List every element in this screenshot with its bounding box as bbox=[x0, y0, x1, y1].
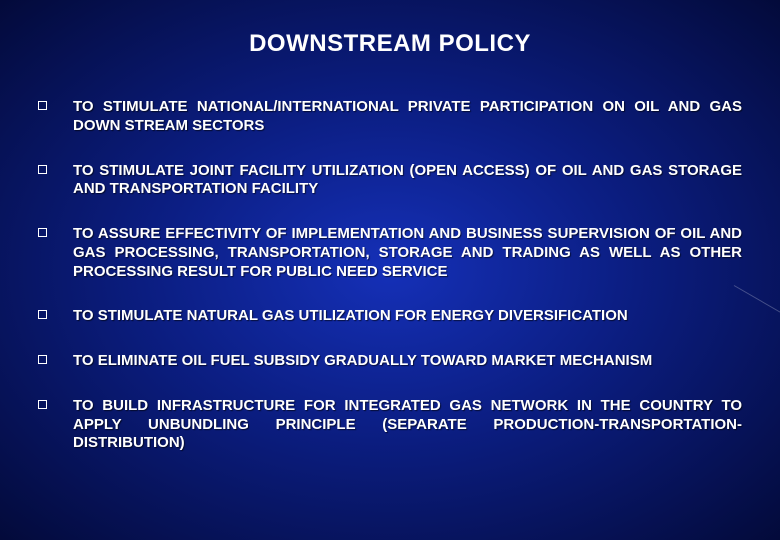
square-bullet-icon bbox=[38, 165, 47, 174]
list-item: TO STIMULATE NATIONAL/INTERNATIONAL PRIV… bbox=[38, 98, 742, 136]
square-bullet-icon bbox=[38, 400, 47, 409]
list-item: TO STIMULATE NATURAL GAS UTILIZATION FOR… bbox=[38, 307, 742, 326]
bullet-text: TO BUILD INFRASTRUCTURE FOR INTEGRATED G… bbox=[73, 397, 742, 453]
bullet-list: TO STIMULATE NATIONAL/INTERNATIONAL PRIV… bbox=[38, 98, 742, 453]
bullet-text: TO STIMULATE NATURAL GAS UTILIZATION FOR… bbox=[73, 307, 742, 326]
list-item: TO ELIMINATE OIL FUEL SUBSIDY GRADUALLY … bbox=[38, 352, 742, 371]
square-bullet-icon bbox=[38, 228, 47, 237]
square-bullet-icon bbox=[38, 355, 47, 364]
bullet-text: TO STIMULATE NATIONAL/INTERNATIONAL PRIV… bbox=[73, 98, 742, 136]
bullet-text: TO STIMULATE JOINT FACILITY UTILIZATION … bbox=[73, 162, 742, 200]
list-item: TO STIMULATE JOINT FACILITY UTILIZATION … bbox=[38, 162, 742, 200]
list-item: TO ASSURE EFFECTIVITY OF IMPLEMENTATION … bbox=[38, 225, 742, 281]
slide-title: DOWNSTREAM POLICY bbox=[38, 30, 742, 58]
bullet-text: TO ASSURE EFFECTIVITY OF IMPLEMENTATION … bbox=[73, 225, 742, 281]
slide: DOWNSTREAM POLICY TO STIMULATE NATIONAL/… bbox=[0, 0, 780, 540]
list-item: TO BUILD INFRASTRUCTURE FOR INTEGRATED G… bbox=[38, 397, 742, 453]
square-bullet-icon bbox=[38, 101, 47, 110]
square-bullet-icon bbox=[38, 310, 47, 319]
bullet-text: TO ELIMINATE OIL FUEL SUBSIDY GRADUALLY … bbox=[73, 352, 742, 371]
